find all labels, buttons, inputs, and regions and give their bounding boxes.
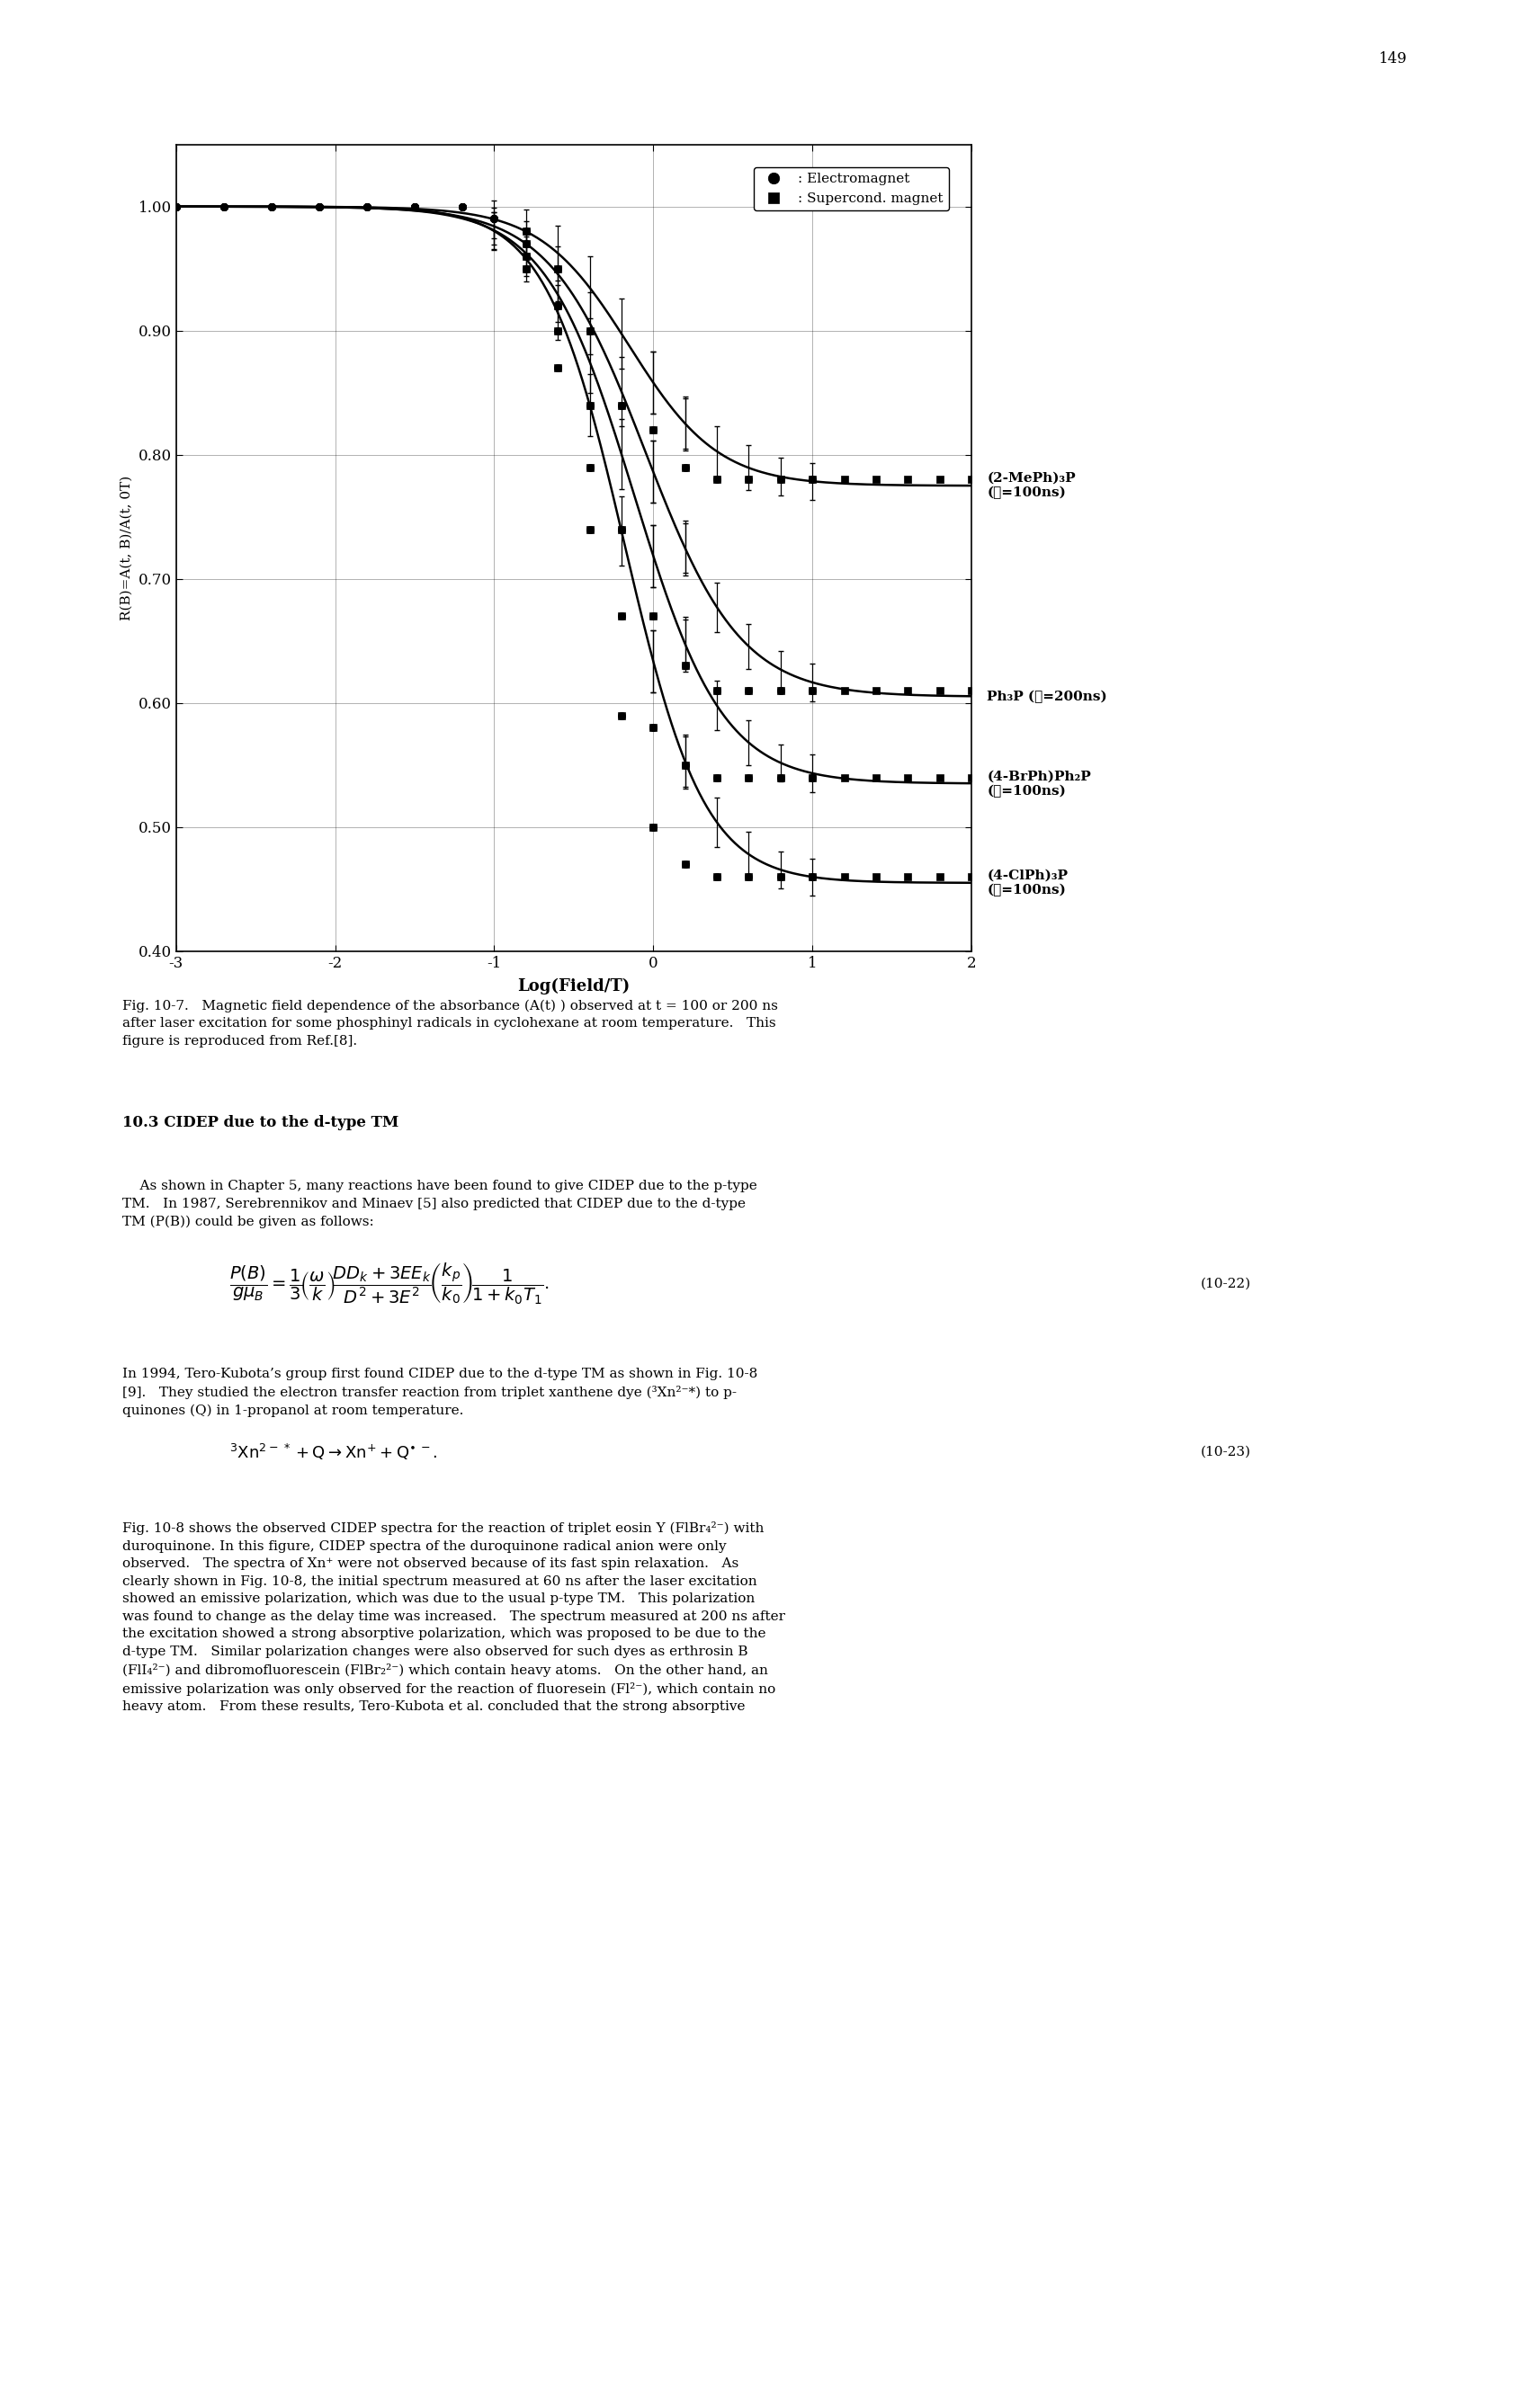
Text: 10.3 CIDEP due to the d-type TM: 10.3 CIDEP due to the d-type TM xyxy=(122,1115,399,1129)
Text: (10-22): (10-22) xyxy=(1201,1276,1250,1291)
Text: 149: 149 xyxy=(1379,51,1408,65)
Text: As shown in Chapter 5, many reactions have been found to give CIDEP due to the p: As shown in Chapter 5, many reactions ha… xyxy=(122,1180,757,1228)
Text: $^3\mathrm{Xn}^{2-\,*} + \mathrm{Q} \rightarrow \mathrm{Xn}^{+} + \mathrm{Q}^{\b: $^3\mathrm{Xn}^{2-\,*} + \mathrm{Q} \rig… xyxy=(229,1442,438,1462)
Text: Fig. 10-8 shows the observed CIDEP spectra for the reaction of triplet eosin Y (: Fig. 10-8 shows the observed CIDEP spect… xyxy=(122,1522,785,1714)
Text: (10-23): (10-23) xyxy=(1201,1445,1250,1459)
Text: Fig. 10-7.   Magnetic field dependence of the absorbance (A(t) ) observed at t =: Fig. 10-7. Magnetic field dependence of … xyxy=(122,999,777,1047)
Text: (2-MePh)₃P
(ℓ=100ns): (2-MePh)₃P (ℓ=100ns) xyxy=(987,472,1076,498)
Text: $\dfrac{P(B)}{g\mu_B} = \dfrac{1}{3}\!\left(\dfrac{\omega}{k}\right)\!\dfrac{DD_: $\dfrac{P(B)}{g\mu_B} = \dfrac{1}{3}\!\l… xyxy=(229,1262,549,1305)
Y-axis label: R(B)=A(t, B)/A(t, 0T): R(B)=A(t, B)/A(t, 0T) xyxy=(121,474,133,621)
Text: Ph₃P (ℓ=200ns): Ph₃P (ℓ=200ns) xyxy=(987,691,1108,703)
Text: (4-ClPh)₃P
(ℓ=100ns): (4-ClPh)₃P (ℓ=100ns) xyxy=(987,869,1068,896)
Legend: : Electromagnet, : Supercond. magnet: : Electromagnet, : Supercond. magnet xyxy=(754,169,949,209)
Text: (4-BrPh)Ph₂P
(ℓ=100ns): (4-BrPh)Ph₂P (ℓ=100ns) xyxy=(987,771,1091,797)
Text: In 1994, Tero-Kubota’s group first found CIDEP due to the d-type TM as shown in : In 1994, Tero-Kubota’s group first found… xyxy=(122,1368,757,1418)
X-axis label: Log(Field/T): Log(Field/T) xyxy=(517,978,630,995)
